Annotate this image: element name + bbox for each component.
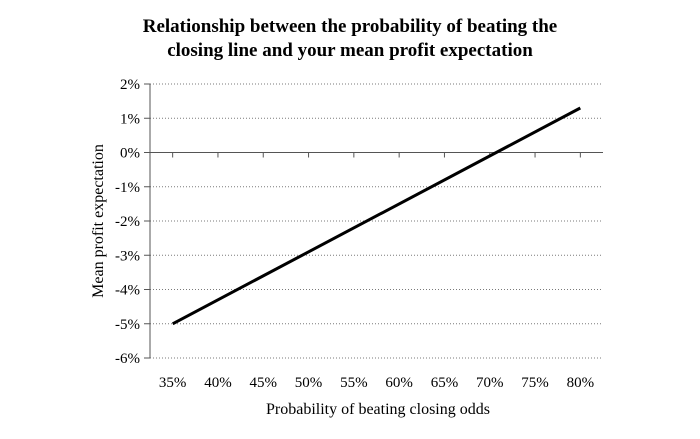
x-tick-label-0: 35% [159,375,187,391]
y-axis-title: Mean profit expectation [90,144,107,298]
axes-layer [144,83,603,359]
y-tick-label-5: -3% [115,248,140,264]
x-tick-label-9: 80% [567,375,595,391]
x-tick-label-8: 75% [521,375,549,391]
x-tick-label-3: 50% [295,375,323,391]
series-line-0 [171,106,582,326]
chart-title-line-1: Relationship between the probability of … [143,16,558,37]
y-tick-label-8: -6% [115,351,140,367]
y-tick-label-4: -2% [115,214,140,230]
y-tick-label-1: 1% [120,111,140,127]
x-tick-label-1: 40% [204,375,232,391]
x-tick-label-2: 45% [250,375,278,391]
y-tick-label-3: -1% [115,180,140,196]
grid-layer [150,83,603,359]
chart-title-line-2: closing line and your mean profit expect… [167,40,533,61]
x-tick-label-4: 55% [340,375,368,391]
series-layer [171,106,582,326]
x-tick-label-6: 65% [431,375,459,391]
y-tick-label-0: 2% [120,77,140,93]
x-tick-label-7: 70% [476,375,504,391]
y-tick-label-7: -5% [115,317,140,333]
tick-label-layer: 2% 1% 0% -1% -2% -3% -4% -5% -6% 35% 40% 45% 50% 55% 6… [115,77,594,391]
y-tick-label-6: -4% [115,283,140,299]
x-tick-label-5: 60% [385,375,413,391]
x-axis-title: Probability of beating closing odds [266,401,490,418]
y-tick-label-2: 0% [120,146,140,162]
